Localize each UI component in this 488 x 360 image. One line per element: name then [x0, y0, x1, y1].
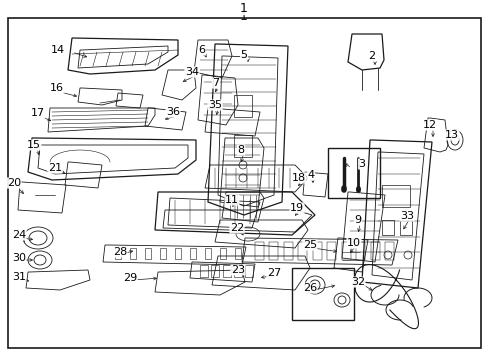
Bar	[234, 135, 251, 157]
Bar	[145, 248, 151, 259]
Bar	[200, 265, 207, 277]
Text: 4: 4	[307, 170, 314, 180]
Text: 2: 2	[367, 51, 375, 61]
Bar	[269, 242, 278, 260]
Bar	[326, 242, 336, 260]
Bar	[130, 248, 136, 259]
Text: 6: 6	[198, 45, 205, 55]
Text: 31: 31	[12, 272, 26, 282]
Text: 17: 17	[31, 108, 45, 118]
Text: 19: 19	[289, 203, 304, 213]
Text: 3: 3	[358, 159, 365, 169]
Text: 29: 29	[122, 273, 137, 283]
Bar	[234, 95, 251, 117]
Bar	[211, 265, 219, 277]
Text: 10: 10	[346, 238, 360, 248]
Bar	[175, 248, 181, 259]
Text: 30: 30	[12, 253, 26, 263]
Text: 24: 24	[12, 230, 26, 240]
Bar	[381, 185, 409, 207]
Text: 26: 26	[303, 283, 316, 293]
Bar	[341, 242, 350, 260]
Text: 32: 32	[350, 277, 365, 287]
Text: 9: 9	[354, 215, 361, 225]
Text: 14: 14	[51, 45, 65, 55]
Bar	[355, 242, 365, 260]
Text: 5: 5	[240, 50, 247, 60]
Bar	[204, 248, 210, 259]
Bar	[291, 268, 353, 320]
Text: 27: 27	[266, 268, 281, 278]
Text: 23: 23	[230, 265, 244, 275]
Text: 35: 35	[207, 100, 222, 110]
Text: 36: 36	[165, 107, 180, 117]
Text: 21: 21	[48, 163, 62, 173]
Text: 11: 11	[224, 195, 239, 205]
Text: 1: 1	[240, 1, 247, 14]
Text: 20: 20	[7, 178, 21, 188]
Bar	[244, 265, 252, 277]
Bar	[327, 148, 379, 198]
Bar	[222, 265, 230, 277]
Bar	[298, 242, 306, 260]
Text: 13: 13	[444, 130, 458, 140]
Bar	[235, 248, 241, 259]
Text: 18: 18	[291, 173, 305, 183]
Text: 8: 8	[237, 145, 244, 155]
Text: 1: 1	[240, 10, 247, 23]
Bar	[381, 220, 393, 235]
Bar	[115, 248, 121, 259]
Bar	[284, 242, 292, 260]
Text: 22: 22	[229, 223, 244, 233]
Bar	[190, 248, 196, 259]
Text: 16: 16	[50, 83, 64, 93]
Bar	[399, 220, 411, 235]
Text: 34: 34	[184, 67, 199, 77]
Text: 15: 15	[27, 140, 41, 150]
Text: 12: 12	[422, 120, 436, 130]
Bar	[254, 242, 264, 260]
Bar	[370, 242, 379, 260]
Text: 28: 28	[113, 247, 127, 257]
Text: 7: 7	[212, 78, 219, 88]
Bar	[312, 242, 321, 260]
Bar	[233, 265, 241, 277]
Bar	[160, 248, 165, 259]
Text: 33: 33	[399, 211, 413, 221]
Bar	[384, 242, 393, 260]
Text: 25: 25	[303, 240, 316, 250]
Bar	[220, 248, 225, 259]
